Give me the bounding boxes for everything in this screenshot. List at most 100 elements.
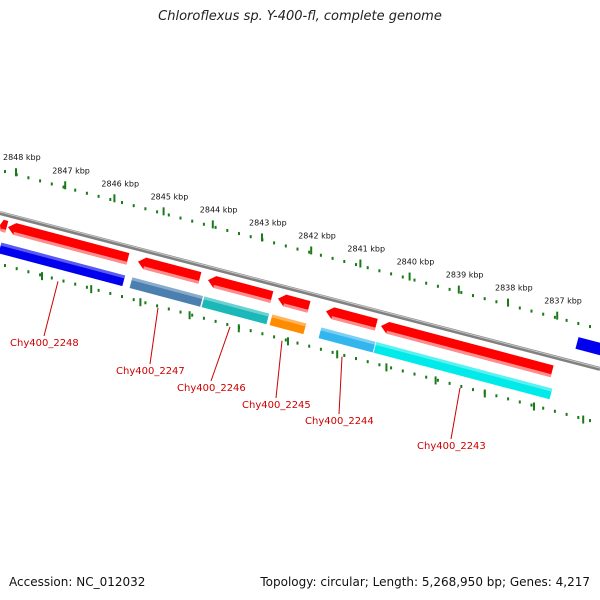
gene-label-leader <box>210 326 231 382</box>
ruler-dot-bottom-dot <box>4 264 6 268</box>
gene-bar-body <box>129 277 203 307</box>
ruler-dot-bottom-dot <box>518 400 521 404</box>
ruler-dot-bottom-dot <box>62 279 65 283</box>
gene-label-leader <box>338 356 343 415</box>
gene-arrow-shine <box>331 316 376 331</box>
ruler-major-tick <box>64 181 67 190</box>
tick-label: 2839 kbp <box>446 271 484 280</box>
gene-arrow <box>326 307 378 331</box>
ruler-major-tick <box>261 233 263 242</box>
ruler-dot-top-dot <box>343 259 346 263</box>
gene-arrow-edge-body <box>575 337 600 357</box>
ruler-dot-top-dot <box>530 309 533 313</box>
ruler-dot-top-dot <box>167 213 170 217</box>
ruler-lower-major-tick <box>434 376 437 385</box>
ruler-dot-bottom-dot <box>495 394 498 398</box>
gene-bar-chy400_2245 <box>269 314 307 335</box>
ruler-dot-bottom-dot <box>425 375 428 379</box>
ruler-dot-bottom-dot <box>109 291 112 295</box>
ruler-major-tick <box>408 272 411 281</box>
tick-label: 2847 kbp <box>52 166 90 175</box>
ruler-dot-bottom-dot <box>390 366 393 370</box>
ruler-dot-bottom-dot <box>436 378 439 382</box>
gene-bar-chy400_2248 <box>0 242 126 287</box>
ruler-major-tick <box>211 220 214 229</box>
ruler-dot-bottom-dot <box>577 415 580 419</box>
ruler-dot-top-dot <box>401 275 404 279</box>
ruler-dot-bottom-dot <box>132 298 135 302</box>
ruler-dot-top-dot <box>238 232 240 236</box>
ruler-dot-top-dot <box>97 194 100 198</box>
ruler-dot-top-dot <box>74 188 77 192</box>
ruler-dot-bottom-dot <box>507 397 510 401</box>
gene-label-chy400_2248: Chy400_2248 <box>10 338 79 349</box>
ruler-dot-top-dot <box>425 281 428 285</box>
ruler-dot-bottom-dot <box>144 301 147 305</box>
ruler-dot-bottom-dot <box>553 409 556 413</box>
ruler-dot-bottom-dot <box>378 363 381 367</box>
ruler-dot-top-dot <box>483 297 486 301</box>
tick-label: 2843 kbp <box>249 218 287 227</box>
ruler-lower-major-tick <box>188 311 191 320</box>
ruler-lower-major-tick <box>582 415 585 424</box>
ruler-lower-major-tick <box>483 389 486 398</box>
ruler-dot-bottom-dot <box>121 295 123 299</box>
accession-text: Accession: NC_012032 <box>9 575 146 589</box>
gene-arrow <box>278 294 311 313</box>
ruler-lower-major-tick <box>533 402 535 411</box>
gene-bar-body <box>0 242 126 287</box>
gene-bars <box>0 242 553 400</box>
gene-bar-chy400_2243 <box>373 342 553 400</box>
ruler-major-tick <box>507 298 509 307</box>
gene-label-chy400_2244: Chy400_2244 <box>305 416 374 427</box>
gene-arrow-shine <box>13 231 128 265</box>
ruler-dot-bottom-dot <box>565 412 568 416</box>
genome-backbone <box>0 211 600 371</box>
ruler-dot-bottom-dot <box>74 282 77 286</box>
ruler-major-tick <box>15 168 17 177</box>
ruler-dot-top-dot <box>553 315 556 319</box>
ruler-dot-top-dot <box>191 219 194 223</box>
ruler-major-tick <box>556 311 559 320</box>
ruler-dot-top-dot <box>226 228 229 232</box>
backbone-line <box>0 211 600 371</box>
ruler-dot-top-dot <box>378 269 381 273</box>
ruler-dot-top-dot <box>518 306 521 310</box>
ruler-dot-top-dot <box>144 207 147 211</box>
ruler-dot-bottom-dot <box>97 288 100 292</box>
backbone-highlight <box>0 211 600 369</box>
gene-arrow-shine <box>143 266 200 284</box>
ruler-major-tick <box>162 207 165 216</box>
ruler-dot-bottom-dot <box>273 335 276 339</box>
ruler-dot-top-dot <box>355 263 357 267</box>
ruler-dot-bottom-dot <box>50 276 53 280</box>
genome-stats-text: Topology: circular; Length: 5,268,950 bp… <box>260 575 590 589</box>
ruler-dot-top-dot <box>577 321 580 325</box>
ruler-lower-major-tick <box>336 350 339 359</box>
gene-bar-shine <box>375 342 553 392</box>
gene-arrow-shine <box>386 330 552 378</box>
ruler-dot-top-dot <box>62 185 65 189</box>
ruler-dot-bottom-dot <box>284 338 287 342</box>
ruler-dot-top-dot <box>413 278 416 282</box>
tick-label: 2845 kbp <box>151 192 189 201</box>
gene-labels: Chy400_2248 Chy400_2247 Chy400_2246 Chy400_… <box>10 281 486 452</box>
gene-arrow-edge <box>575 337 600 357</box>
ruler-dot-bottom-dot <box>179 310 182 314</box>
gene-arrows <box>0 219 600 378</box>
ruler-dot-top-dot <box>132 204 135 208</box>
ruler-dot-bottom-dot <box>261 332 264 336</box>
ruler-dot-bottom-dot <box>226 322 229 326</box>
ruler-dot-bottom-dot <box>331 350 334 354</box>
ruler-dot-bottom-dot <box>296 341 299 345</box>
ruler-dot-top-dot <box>249 235 252 239</box>
ruler-dot-bottom-dot <box>202 316 205 320</box>
gene-label-leader <box>149 307 159 365</box>
ruler-major-tick <box>457 285 460 294</box>
ruler-dot-top-dot <box>121 201 123 205</box>
gene-bar-shine <box>131 277 203 299</box>
ruler-dot-bottom-dot <box>589 419 591 423</box>
ruler-lower-major-tick <box>90 285 93 294</box>
ruler-dot-top-dot <box>390 272 393 276</box>
